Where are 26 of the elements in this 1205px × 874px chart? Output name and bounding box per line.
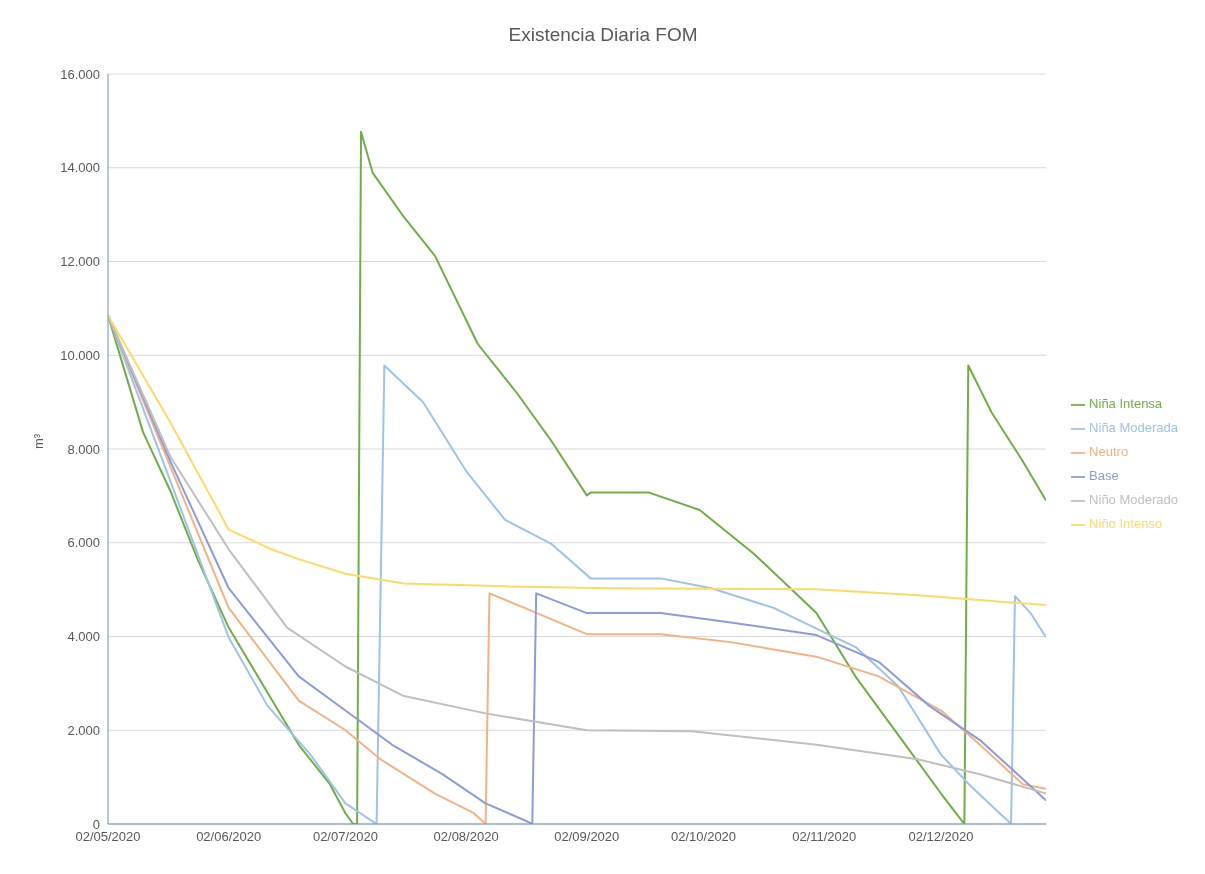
legend-label: Neutro [1089,444,1129,459]
y-tick-label: 2.000 [67,722,100,738]
x-tick-label: 02/05/2020 [75,829,141,845]
y-tick-label: 12.000 [60,254,100,270]
legend-label: Base [1089,468,1119,483]
y-tick-label: 4.000 [67,629,100,645]
x-tick-label: 02/09/2020 [554,829,620,845]
chart-title: Existencia Diaria FOM [507,23,699,47]
y-tick-label: 16.000 [60,66,100,82]
y-tick-label: 6.000 [67,535,100,551]
x-tick-label: 02/08/2020 [433,829,499,845]
x-tick-label: 02/06/2020 [196,829,262,845]
legend-label: Niña Moderada [1089,420,1178,435]
y-tick-label: 10.000 [60,347,100,363]
legend-label: Niño Moderado [1089,492,1178,507]
y-tick-label: 14.000 [60,160,100,176]
y-tick-label: 0 [92,816,100,832]
legend-label: Niña Intensa [1089,396,1163,411]
x-tick-label: 02/12/2020 [908,829,974,845]
x-tick-label: 02/10/2020 [671,829,737,845]
y-tick-label: 8.000 [67,441,100,457]
line-series [108,314,1047,607]
y-axis-title: m³ [30,433,46,449]
x-tick-label: 02/07/2020 [312,829,378,845]
x-tick-label: 02/11/2020 [792,829,857,845]
legend-label: Niño Intenso [1089,516,1163,531]
